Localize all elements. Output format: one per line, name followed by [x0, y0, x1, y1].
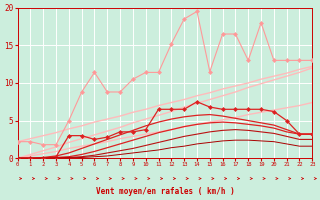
X-axis label: Vent moyen/en rafales ( km/h ): Vent moyen/en rafales ( km/h ): [96, 187, 234, 196]
